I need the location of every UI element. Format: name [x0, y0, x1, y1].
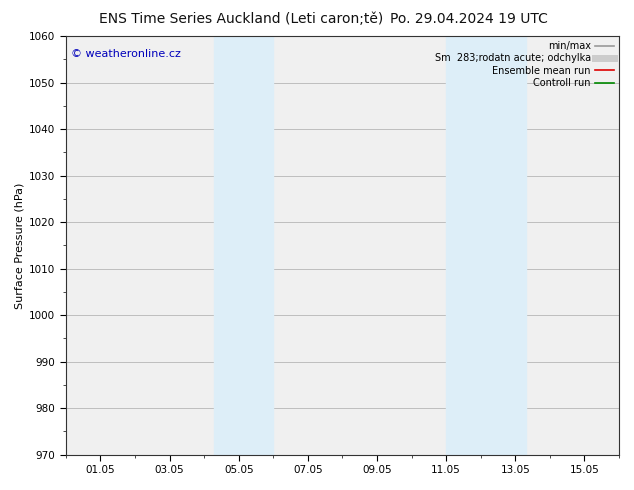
- Y-axis label: Surface Pressure (hPa): Surface Pressure (hPa): [15, 182, 25, 309]
- Bar: [446, 36, 526, 455]
- Text: Po. 29.04.2024 19 UTC: Po. 29.04.2024 19 UTC: [390, 12, 548, 26]
- Legend: min/max, Sm  283;rodatn acute; odchylka, Ensemble mean run, Controll run: min/max, Sm 283;rodatn acute; odchylka, …: [435, 41, 614, 88]
- Text: © weatheronline.cz: © weatheronline.cz: [72, 49, 181, 59]
- Bar: [214, 36, 273, 455]
- Text: ENS Time Series Auckland (Leti caron;tě): ENS Time Series Auckland (Leti caron;tě): [99, 12, 383, 26]
